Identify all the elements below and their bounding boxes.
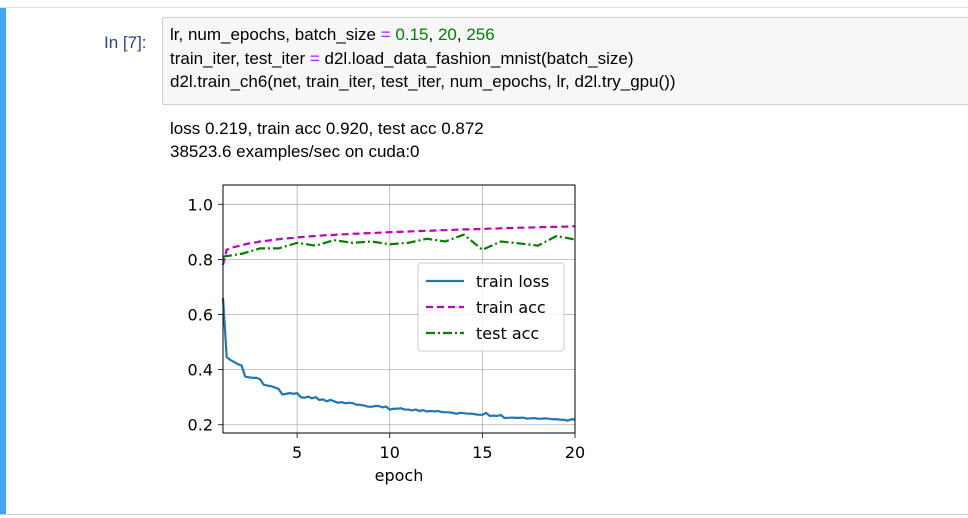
legend-label: train loss — [476, 272, 549, 291]
plot-frame — [222, 184, 576, 434]
y-tick-label: 0.2 — [188, 416, 213, 435]
legend-label: train acc — [476, 298, 546, 317]
series-line — [221, 297, 576, 422]
code-text: train_iter, test_iter — [170, 49, 310, 68]
assign-operator: = — [380, 25, 391, 44]
cell-selection-indicator — [0, 8, 6, 514]
x-tick-label: 20 — [565, 443, 585, 462]
output-throughput-line: 38523.6 examples/sec on cuda:0 — [170, 142, 420, 161]
y-tick-label: 1.0 — [188, 195, 213, 214]
series-line — [221, 225, 575, 266]
assign-operator: = — [309, 49, 320, 68]
number-literal: 20 — [437, 25, 457, 44]
x-tick-label: 10 — [380, 443, 400, 462]
y-tick-label: 0.4 — [188, 361, 213, 380]
input-prompt: In [7]: — [104, 33, 147, 52]
legend-label: test acc — [476, 324, 539, 343]
y-tick-label: 0.6 — [188, 306, 213, 325]
notebook-code-cell[interactable]: In [7]: lr, num_epochs, batch_size = 0.1… — [0, 8, 968, 514]
x-axis-label: epoch — [375, 466, 424, 485]
series-line — [222, 233, 576, 258]
x-tick-label: 15 — [472, 443, 492, 462]
code-line-2: train_iter, test_iter = d2l.load_data_fa… — [170, 49, 634, 69]
number-literal: 256 — [466, 25, 495, 44]
training-chart: 5 10 15 20 0.2 0.4 0.6 0.8 1.0 epoch train loss tra… — [188, 184, 585, 485]
output-metrics-line: loss 0.219, train acc 0.920, test acc 0.… — [170, 119, 484, 138]
code-text: lr, num_epochs, batch_size — [170, 25, 381, 44]
code-line-1: lr, num_epochs, batch_size = 0.15, 20, 2… — [170, 25, 495, 44]
page-bottom-divider — [0, 514, 968, 515]
code-text: d2l.load_data_fashion_mnist(batch_size) — [319, 49, 634, 68]
x-tick-label: 5 — [292, 443, 302, 462]
code-input-area[interactable]: lr, num_epochs, batch_size = 0.15, 20, 2… — [162, 17, 968, 105]
legend-box — [417, 262, 565, 352]
code-line-3: d2l.train_ch6(net, train_iter, test_iter… — [170, 72, 676, 91]
number-literal: 0.15 — [395, 25, 429, 44]
page-top-divider — [0, 7, 968, 8]
y-tick-label: 0.8 — [188, 250, 213, 269]
